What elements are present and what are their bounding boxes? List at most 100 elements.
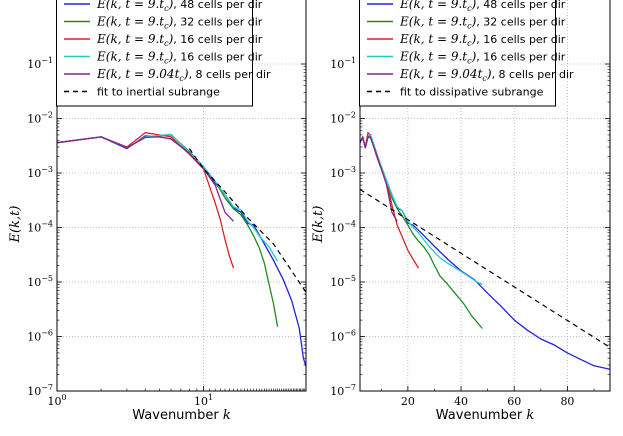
y-axis-label: E(k,t) — [311, 206, 326, 244]
series-line-3 — [57, 133, 279, 262]
legend-math-1: E(k, t = 9.t — [399, 15, 467, 29]
legend-math-3: E(k, t = 9.t — [399, 50, 467, 64]
y-tick-label: 10−4 — [330, 220, 356, 235]
legend-label-5: fit to dissipative subrange — [400, 86, 544, 99]
legend-text-4: , 8 cells per dir — [492, 68, 574, 81]
y-tick-label-2-base: 10 — [27, 276, 41, 289]
y-tick-label-2-exp: −5 — [41, 274, 53, 283]
y-axis: 10−710−610−510−410−310−210−1 — [27, 56, 306, 398]
y-tick-label-6-exp: −1 — [41, 56, 53, 65]
y-tick-label-4-exp: −3 — [344, 165, 356, 174]
legend-label-3: E(k, t = 9.tc), 16 cells per dir — [96, 50, 263, 66]
y-tick-label-0-exp: −7 — [41, 383, 53, 392]
legend-math-close-1: ) — [471, 15, 477, 29]
y-tick-label: 10−2 — [27, 111, 53, 126]
axes-frame — [56, 0, 307, 392]
legend-label-2: E(k, t = 9.tc), 16 cells per dir — [96, 32, 263, 48]
legend-math-close-4: ) — [486, 67, 492, 81]
y-tick-label-4-exp: −3 — [41, 165, 53, 174]
legend-math-0: E(k, t = 9.t — [399, 0, 467, 11]
y-tick-label: 10−5 — [330, 274, 356, 289]
legend-math-0: E(k, t = 9.t — [96, 0, 164, 11]
legend-math-close-2: ) — [471, 32, 477, 46]
legend-math-sub-4: c — [179, 74, 184, 83]
y-tick-label-2-exp: −5 — [344, 274, 356, 283]
series-line-1 — [360, 134, 483, 329]
legend-math-4: E(k, t = 9.04t — [96, 67, 180, 81]
legend-box — [56, 0, 253, 107]
y-tick-label-0-base: 10 — [330, 385, 344, 398]
legend-math-sub-0: c — [164, 4, 169, 13]
x-tick-label: 20 — [401, 395, 415, 408]
legend-text-4: , 8 cells per dir — [189, 68, 271, 81]
y-tick-label-3-base: 10 — [330, 222, 344, 235]
y-tick-label-3-exp: −4 — [41, 220, 53, 229]
y-tick-label-5-base: 10 — [27, 113, 41, 126]
x-tick-label-2: 60 — [507, 395, 521, 408]
legend-math-4: E(k, t = 9.04t — [399, 67, 483, 81]
y-axis-label-text: E(k,t) — [311, 206, 326, 244]
legend-text-1: , 32 cells per dir — [173, 16, 262, 29]
legend-text-1: , 32 cells per dir — [476, 16, 565, 29]
series-line-5 — [188, 148, 306, 293]
x-tick-label: 80 — [560, 395, 574, 408]
y-tick-label: 10−4 — [27, 220, 53, 235]
legend-text-0: , 48 cells per dir — [476, 0, 565, 11]
y-tick-label-5-exp: −2 — [41, 111, 53, 120]
y-tick-label-3-exp: −4 — [344, 220, 356, 229]
y-tick-label-6-base: 10 — [330, 58, 344, 71]
legend-math-close-1: ) — [168, 15, 174, 29]
y-tick-label: 10−3 — [27, 165, 53, 180]
x-tick-label-0-base: 10 — [47, 395, 61, 408]
legend-text-2: , 16 cells per dir — [476, 33, 565, 46]
y-tick-label-4-base: 10 — [330, 167, 344, 180]
legend-math-sub-1: c — [164, 22, 169, 31]
x-tick-label: 40 — [454, 395, 468, 408]
legend-label-4: E(k, t = 9.04tc), 8 cells per dir — [399, 67, 574, 83]
x-axis-label-var: k — [526, 408, 534, 423]
y-tick-label-4-base: 10 — [27, 167, 41, 180]
y-tick-label: 10−6 — [330, 329, 356, 344]
series-line-4 — [360, 136, 398, 222]
legend-label-4: E(k, t = 9.04tc), 8 cells per dir — [96, 67, 271, 83]
y-tick-label: 10−5 — [27, 274, 53, 289]
legend-math-close-3: ) — [471, 50, 477, 64]
legend-math-close-0: ) — [471, 0, 477, 11]
x-tick-label-1-exp: 1 — [208, 393, 213, 402]
y-tick-label-6-exp: −1 — [344, 56, 356, 65]
x-tick-label-0: 20 — [401, 395, 415, 408]
y-tick-label: 10−2 — [330, 111, 356, 126]
y-tick-label: 10−1 — [27, 56, 53, 71]
x-axis-label-text: Wavenumber — [132, 408, 223, 423]
y-tick-label-5-exp: −2 — [344, 111, 356, 120]
y-tick-label: 10−6 — [27, 329, 53, 344]
y-tick-label-1-exp: −6 — [41, 329, 53, 338]
series-line-4 — [57, 136, 234, 222]
x-tick-label-0-exp: 0 — [61, 393, 66, 402]
legend-label-2: E(k, t = 9.tc), 16 cells per dir — [399, 32, 566, 48]
legend-math-close-0: ) — [168, 0, 174, 11]
legend-math-sub-3: c — [467, 57, 472, 66]
x-axis: 20 40 60 80 — [380, 0, 595, 408]
legend-label-1: E(k, t = 9.tc), 32 cells per dir — [399, 15, 566, 31]
chart-panel-right: 10−710−610−510−410−310−210−120 40 60 80E(k,… — [311, 0, 611, 423]
y-tick-label-1-exp: −6 — [344, 329, 356, 338]
x-tick-label: 101 — [194, 393, 213, 408]
legend-math-sub-2: c — [164, 39, 169, 48]
x-axis-label: Wavenumber k — [436, 408, 535, 423]
legend-math-sub-1: c — [467, 22, 472, 31]
y-tick-label-5-base: 10 — [330, 113, 344, 126]
x-axis-label: Wavenumber k — [132, 408, 231, 423]
y-axis: 10−710−610−510−410−310−210−1 — [330, 56, 610, 398]
x-axis-label-text: Wavenumber — [436, 408, 527, 423]
x-axis-label-var: k — [223, 408, 231, 423]
axes-frame — [359, 0, 611, 392]
legend-label-1: E(k, t = 9.tc), 32 cells per dir — [96, 15, 263, 31]
legend-math-2: E(k, t = 9.t — [399, 32, 467, 46]
legend-math-sub-4: c — [482, 74, 487, 83]
series-line-5 — [360, 188, 610, 348]
